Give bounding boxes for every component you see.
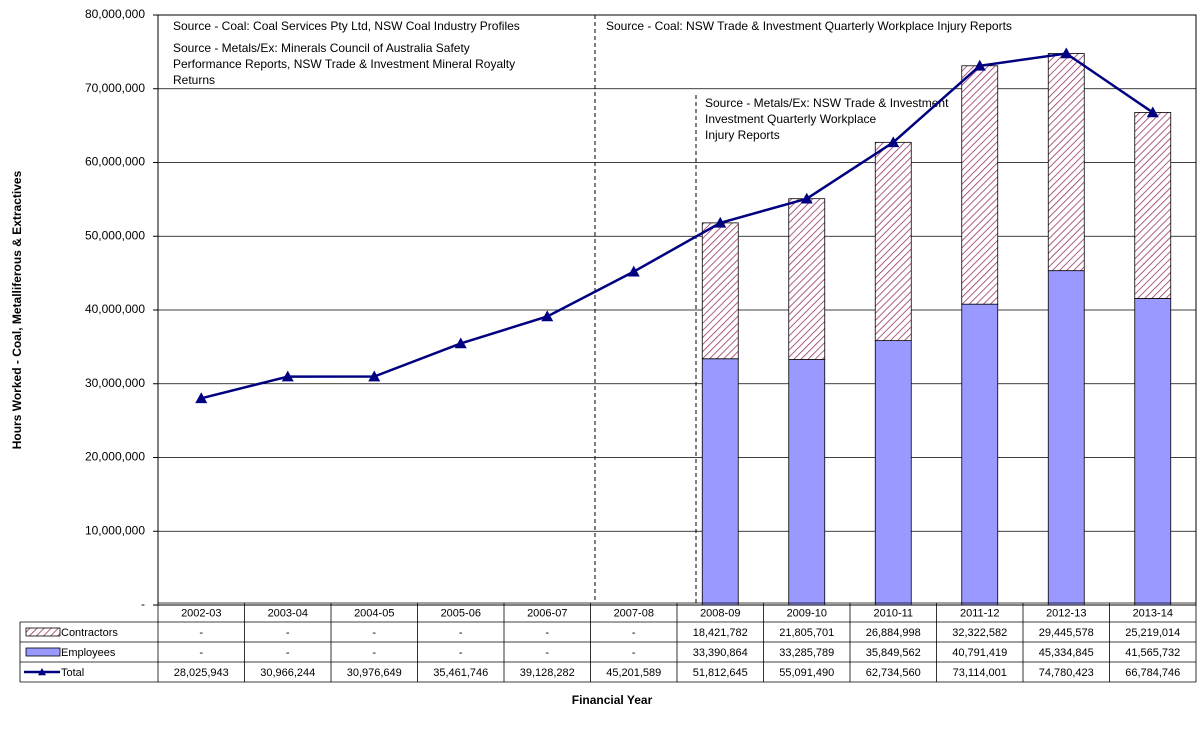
y-tick-label: 30,000,000: [85, 376, 145, 390]
table-cell: 35,461,746: [433, 667, 488, 679]
y-tick-label: 80,000,000: [85, 7, 145, 21]
legend-label: Contractors: [61, 627, 118, 639]
table-cell: 55,091,490: [779, 667, 834, 679]
bar: [961, 303, 999, 606]
legend-key: [25, 647, 61, 657]
bar: [874, 340, 912, 606]
y-tick-label: 10,000,000: [85, 523, 145, 537]
table-cell: 21,805,701: [779, 627, 834, 639]
y-tick-label: -: [141, 597, 145, 611]
table-cell: 62,734,560: [866, 667, 921, 679]
table-cell: -: [545, 627, 549, 639]
table-cell: 39,128,282: [520, 667, 575, 679]
annotation: Source - Coal: Coal Services Pty Ltd, NS…: [173, 19, 520, 33]
bar: [788, 359, 826, 606]
x-tick-label: 2010-11: [873, 607, 913, 619]
y-tick-label: 40,000,000: [85, 302, 145, 316]
marker: [368, 370, 381, 382]
table-cell: -: [372, 627, 376, 639]
x-tick-label: 2002-03: [181, 607, 221, 619]
table-cell: 40,791,419: [952, 647, 1007, 659]
marker: [541, 310, 554, 322]
table-cell: 33,390,864: [693, 647, 748, 659]
x-tick-label: 2006-07: [527, 607, 567, 619]
table-cell: -: [286, 647, 290, 659]
y-tick-label: 50,000,000: [85, 228, 145, 242]
legend-label: Total: [61, 667, 84, 679]
table-cell: 51,812,645: [693, 667, 748, 679]
bar: [788, 198, 826, 360]
table-cell: 18,421,782: [693, 627, 748, 639]
y-tick-label: 20,000,000: [85, 450, 145, 464]
x-tick-label: 2012-13: [1046, 607, 1086, 619]
bar: [1134, 112, 1172, 299]
table-cell: 41,565,732: [1125, 647, 1180, 659]
x-tick-label: 2004-05: [354, 607, 394, 619]
x-tick-label: 2013-14: [1133, 607, 1173, 619]
table-cell: 35,849,562: [866, 647, 921, 659]
table-cell: 74,780,423: [1039, 667, 1094, 679]
annotation: Source - Coal: NSW Trade & Investment Qu…: [606, 19, 1012, 33]
annotation: Injury Reports: [705, 128, 780, 142]
annotation: Investment Quarterly Workplace: [705, 112, 877, 126]
table-cell: -: [199, 627, 203, 639]
table-cell: -: [199, 647, 203, 659]
table-cell: -: [286, 627, 290, 639]
bar: [1047, 53, 1085, 272]
table-cell: 28,025,943: [174, 667, 229, 679]
table-cell: -: [632, 627, 636, 639]
marker: [714, 216, 727, 228]
marker: [627, 265, 640, 277]
legend-key: [38, 668, 46, 676]
table-cell: 30,966,244: [260, 667, 315, 679]
bar: [1134, 298, 1172, 606]
marker: [1146, 106, 1159, 118]
marker: [887, 136, 900, 148]
table-cell: -: [545, 647, 549, 659]
table-cell: 25,219,014: [1125, 627, 1180, 639]
marker: [1060, 47, 1073, 59]
x-tick-label: 2011-12: [960, 607, 1000, 619]
annotation: Source - Metals/Ex: NSW Trade & Investme…: [705, 96, 949, 110]
bar: [1047, 270, 1085, 606]
table-cell: 66,784,746: [1125, 667, 1180, 679]
table-cell: 45,334,845: [1039, 647, 1094, 659]
x-tick-label: 2007-08: [614, 607, 654, 619]
annotation: Performance Reports, NSW Trade & Investm…: [173, 57, 515, 71]
annotation: Returns: [173, 73, 215, 87]
marker: [800, 192, 813, 204]
table-cell: -: [632, 647, 636, 659]
y-tick-label: 60,000,000: [85, 155, 145, 169]
table-cell: 26,884,998: [866, 627, 921, 639]
y-tick-label: 70,000,000: [85, 81, 145, 95]
y-axis-label: Hours Worked - Coal, Metalliferous & Ext…: [10, 170, 24, 449]
x-tick-label: 2005-06: [441, 607, 481, 619]
marker: [281, 370, 294, 382]
table-cell: 30,976,649: [347, 667, 402, 679]
legend-key: [25, 627, 61, 637]
legend-label: Employees: [61, 647, 116, 659]
bar: [874, 141, 912, 342]
marker: [454, 337, 467, 349]
x-tick-label: 2003-04: [268, 607, 308, 619]
x-tick-label: 2008-09: [700, 607, 740, 619]
table-cell: -: [459, 627, 463, 639]
x-tick-label: 2009-10: [787, 607, 827, 619]
bar: [701, 222, 739, 360]
table-cell: 73,114,001: [953, 667, 1007, 679]
table-cell: 33,285,789: [779, 647, 834, 659]
table-cell: 45,201,589: [606, 667, 661, 679]
bar: [701, 358, 739, 606]
marker: [195, 392, 208, 404]
table-cell: -: [459, 647, 463, 659]
marker: [973, 59, 986, 71]
annotation: Source - Metals/Ex: Minerals Council of …: [173, 41, 470, 55]
table-cell: 29,445,578: [1039, 627, 1094, 639]
x-axis-label: Financial Year: [572, 693, 653, 707]
bar: [961, 65, 999, 305]
table-cell: -: [372, 647, 376, 659]
table-cell: 32,322,582: [952, 627, 1007, 639]
line: [200, 52, 1154, 400]
